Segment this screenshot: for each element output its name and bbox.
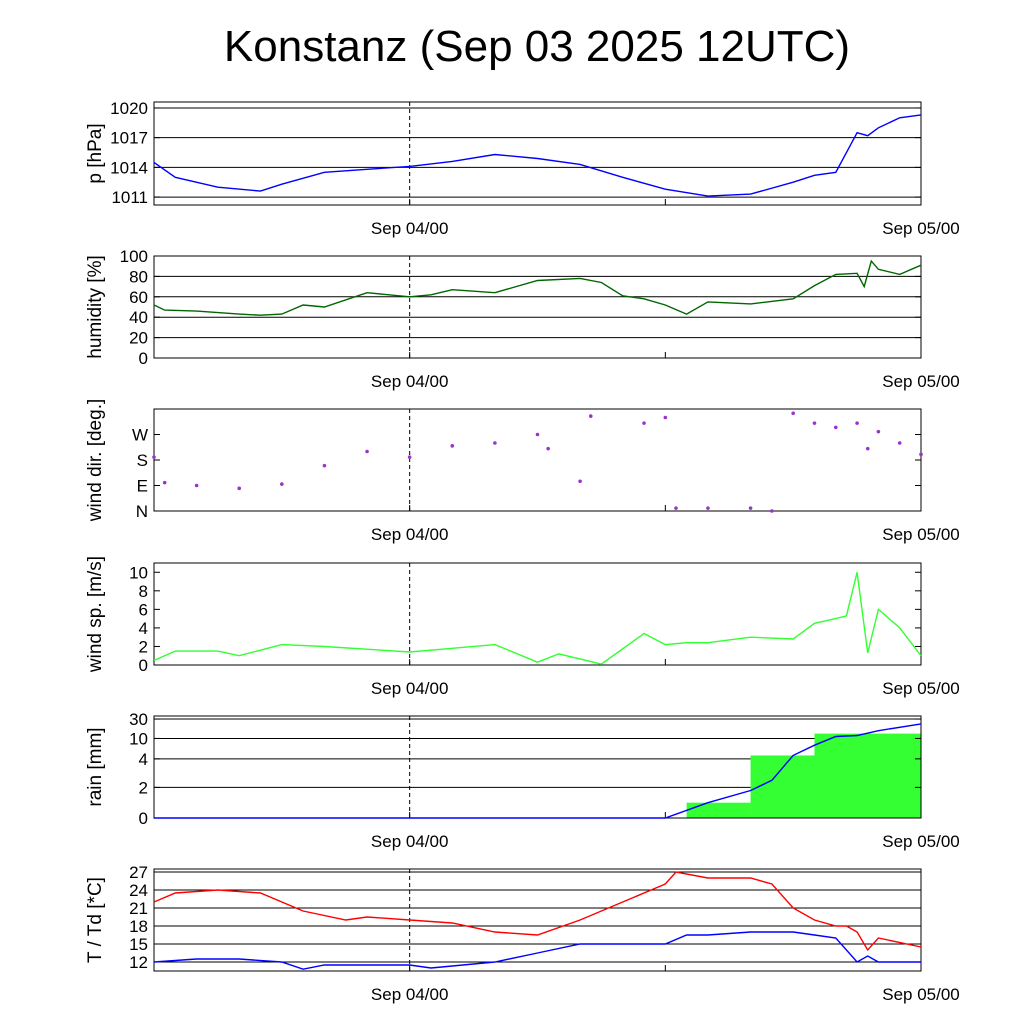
wind-direction-point bbox=[833, 425, 838, 430]
y-axis-label: rain [mm] bbox=[85, 727, 106, 806]
accumulated-rain-line bbox=[154, 723, 922, 819]
wind-direction-point bbox=[280, 482, 284, 486]
wind-direction-point bbox=[812, 421, 817, 425]
y-tick-label: 21 bbox=[129, 899, 148, 918]
wind-direction-point bbox=[642, 421, 646, 425]
x-tick-label: Sep 04/00 bbox=[371, 219, 449, 238]
wind-direction-point bbox=[535, 432, 540, 437]
y-tick-label: 8 bbox=[139, 582, 148, 601]
wind-direction-point bbox=[365, 449, 369, 454]
wind-direction-point bbox=[493, 441, 497, 445]
y-tick-label: 0 bbox=[139, 656, 148, 675]
wind-direction-point bbox=[546, 446, 550, 451]
y-tick-label: 12 bbox=[129, 953, 148, 972]
rain-bar bbox=[750, 755, 815, 818]
wind-direction-point bbox=[919, 452, 923, 457]
humidity-series-line-0 bbox=[153, 259, 922, 316]
wind-direction-point bbox=[663, 415, 668, 420]
wind-direction-point bbox=[152, 455, 156, 459]
x-tick-label: Sep 05/00 bbox=[882, 985, 960, 1004]
wind-direction-point bbox=[674, 506, 678, 510]
y-axis-label: wind dir. [deg.] bbox=[85, 399, 106, 523]
wind-direction-point bbox=[897, 441, 902, 445]
plot-frame bbox=[153, 101, 922, 206]
wind-direction-point bbox=[450, 444, 455, 448]
chart-title: Konstanz (Sep 03 2025 12UTC) bbox=[223, 22, 851, 71]
wind-direction-point bbox=[588, 414, 593, 418]
y-tick-label: 20 bbox=[129, 329, 148, 348]
wind-direction-point bbox=[194, 483, 199, 488]
wind-direction-point bbox=[876, 429, 881, 434]
y-tick-label: 24 bbox=[129, 881, 148, 900]
x-tick-label: Sep 04/00 bbox=[371, 525, 449, 544]
y-axis-label: T / Td [*C] bbox=[85, 877, 106, 963]
x-tick-label: Sep 04/00 bbox=[371, 679, 449, 698]
y-tick-label: 80 bbox=[129, 267, 148, 286]
x-tick-label: Sep 05/00 bbox=[882, 679, 960, 698]
plot-frame bbox=[153, 408, 922, 512]
y-tick-label: 18 bbox=[129, 917, 148, 936]
x-tick-label: Sep 04/00 bbox=[371, 832, 449, 851]
y-tick-label: 100 bbox=[120, 247, 148, 266]
wind-direction-point bbox=[237, 486, 242, 491]
y-tick-label: 30 bbox=[129, 710, 148, 729]
rain-bar bbox=[686, 802, 751, 818]
x-tick-label: Sep 05/00 bbox=[882, 832, 960, 851]
y-tick-label: 1014 bbox=[110, 158, 148, 177]
wind-direction-point bbox=[322, 463, 327, 468]
x-tick-label: Sep 05/00 bbox=[882, 372, 960, 391]
rain-bar bbox=[814, 733, 921, 818]
wind-direction-point bbox=[770, 509, 774, 513]
y-axis-label: wind sp. [m/s] bbox=[85, 556, 106, 673]
y-tick-label: N bbox=[136, 502, 148, 521]
y-tick-label: 1020 bbox=[110, 99, 148, 118]
y-axis-label: humidity [%] bbox=[85, 255, 106, 358]
y-tick-label: 0 bbox=[139, 809, 148, 828]
wind-direction-point bbox=[706, 506, 710, 510]
temperature-series-line-1 bbox=[153, 931, 921, 970]
y-tick-label: 1017 bbox=[110, 129, 148, 148]
y-tick-label: E bbox=[137, 477, 148, 496]
plot-frame bbox=[153, 562, 922, 666]
y-axis-label: p [hPa] bbox=[85, 123, 106, 183]
y-tick-label: 60 bbox=[129, 288, 148, 307]
y-tick-label: 2 bbox=[139, 778, 148, 797]
wind-direction-point bbox=[407, 455, 412, 459]
wind-direction-point bbox=[791, 411, 795, 416]
y-tick-label: 6 bbox=[139, 600, 148, 619]
y-tick-label: S bbox=[137, 451, 148, 470]
x-tick-label: Sep 04/00 bbox=[371, 372, 449, 391]
x-tick-label: Sep 05/00 bbox=[882, 219, 960, 238]
y-tick-label: 10 bbox=[129, 563, 148, 582]
y-tick-label: W bbox=[132, 426, 148, 445]
y-tick-label: 40 bbox=[129, 308, 148, 327]
y-tick-label: 15 bbox=[129, 935, 148, 954]
x-tick-label: Sep 04/00 bbox=[371, 985, 449, 1004]
y-tick-label: 10 bbox=[129, 729, 148, 748]
y-tick-label: 4 bbox=[139, 750, 148, 769]
y-tick-label: 1011 bbox=[111, 188, 148, 207]
y-tick-label: 27 bbox=[129, 863, 148, 882]
wind-direction-point bbox=[748, 506, 753, 510]
y-tick-label: 0 bbox=[139, 349, 148, 368]
y-tick-label: 4 bbox=[139, 619, 148, 638]
plot-frame bbox=[153, 255, 922, 359]
pressure-series-line-0 bbox=[153, 114, 922, 197]
x-tick-label: Sep 05/00 bbox=[882, 525, 960, 544]
wind-direction-point bbox=[855, 421, 859, 425]
y-tick-label: 2 bbox=[139, 637, 148, 656]
wind-direction-point bbox=[578, 479, 582, 484]
wind_speed-series-line-0 bbox=[153, 572, 922, 665]
temperature-series-line-0 bbox=[153, 871, 922, 952]
wind-direction-point bbox=[865, 446, 870, 451]
plot-frame bbox=[153, 868, 922, 972]
wind-direction-point bbox=[162, 480, 167, 485]
